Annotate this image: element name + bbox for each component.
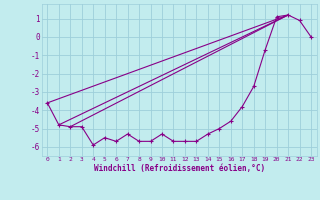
X-axis label: Windchill (Refroidissement éolien,°C): Windchill (Refroidissement éolien,°C) [94,164,265,173]
